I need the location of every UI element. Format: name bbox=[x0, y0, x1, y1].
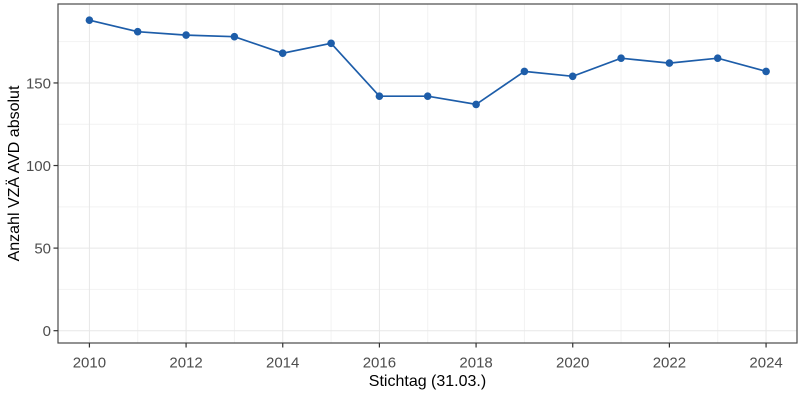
x-tick-label: 2016 bbox=[363, 355, 396, 372]
x-tick-label: 2018 bbox=[459, 355, 492, 372]
x-tick-label: 2014 bbox=[266, 355, 299, 372]
data-point bbox=[762, 67, 770, 76]
data-point bbox=[133, 27, 142, 36]
data-point bbox=[278, 49, 287, 57]
x-tick-label: 2024 bbox=[749, 355, 782, 372]
data-point bbox=[520, 67, 529, 76]
y-tick-label: 150 bbox=[26, 75, 51, 92]
x-tick-label: 2010 bbox=[73, 355, 106, 372]
y-tick-label: 50 bbox=[34, 241, 51, 258]
data-point bbox=[713, 54, 722, 62]
data-point bbox=[85, 16, 94, 25]
data-point bbox=[182, 31, 190, 39]
data-point bbox=[375, 92, 384, 100]
data-point bbox=[327, 39, 335, 48]
x-axis-title: Stichtag (31.03.) bbox=[368, 373, 487, 390]
y-tick-label: 100 bbox=[26, 158, 51, 175]
y-axis-title: Anzahl VZÄ AVD absolut bbox=[6, 85, 23, 262]
data-point bbox=[230, 32, 239, 41]
x-tick-label: 2012 bbox=[169, 355, 202, 372]
panel-border bbox=[57, 3, 798, 344]
y-tick-label: 0 bbox=[43, 323, 51, 340]
x-tick-label: 2020 bbox=[556, 355, 589, 372]
x-tick-label: 2022 bbox=[653, 355, 686, 372]
data-point bbox=[472, 100, 480, 109]
data-point bbox=[423, 92, 432, 100]
data-point bbox=[568, 72, 577, 81]
data-point bbox=[617, 54, 625, 62]
data-point bbox=[665, 59, 674, 67]
